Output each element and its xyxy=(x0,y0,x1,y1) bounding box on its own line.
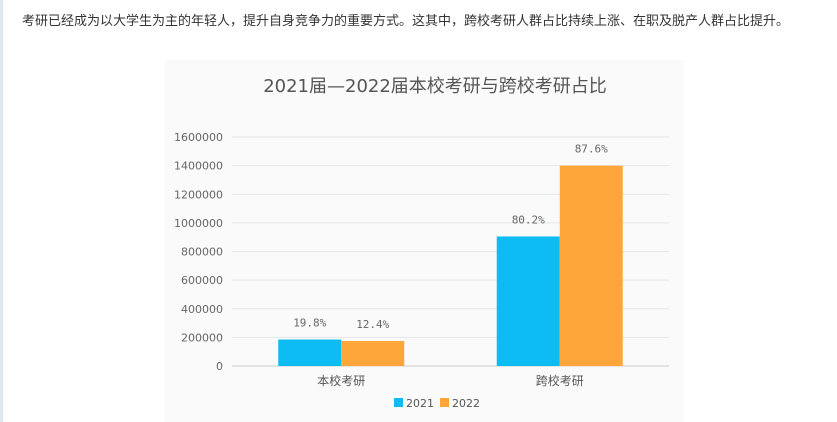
legend-label-2022: 2022 xyxy=(452,397,480,410)
legend-swatch-2022 xyxy=(440,398,449,407)
chart-title: 2021届—2022届本校考研与跨校考研占比 xyxy=(263,76,607,97)
y-tick-label: 1200000 xyxy=(174,188,223,201)
bar-2022-0 xyxy=(341,340,405,366)
chart-panel: 2021届—2022届本校考研与跨校考研占比 0 200000 400000 6000… xyxy=(165,60,684,422)
grid-layer xyxy=(232,136,669,367)
x-axis: 本校考研 跨校考研 xyxy=(317,373,584,388)
bar-2021-1 xyxy=(496,236,560,366)
left-border-rule xyxy=(0,0,3,422)
y-axis: 0 200000 400000 600000 800000 1000000 1200000 1… xyxy=(174,131,223,373)
bar-chart: 2021届—2022届本校考研与跨校考研占比 0 200000 400000 6000… xyxy=(174,76,669,410)
y-tick-label: 200000 xyxy=(181,331,223,344)
data-label: 19.8% xyxy=(293,317,326,330)
article-paragraph: 考研已经成为以大学生为主的年轻人，提升自身竞争力的重要方式。这其中，跨校考研人群… xyxy=(22,14,790,29)
y-tick-label: 400000 xyxy=(181,303,223,316)
bar-layer xyxy=(278,165,623,366)
data-label: 80.2% xyxy=(512,213,545,226)
legend: 2021 2022 xyxy=(394,397,480,410)
y-tick-label: 0 xyxy=(216,360,223,373)
y-tick-label: 1600000 xyxy=(174,131,223,144)
category-label: 本校考研 xyxy=(317,373,365,388)
y-tick-label: 1000000 xyxy=(174,217,223,230)
y-tick-label: 600000 xyxy=(181,274,223,287)
data-label-layer: 19.8% 12.4% 80.2% 87.6% xyxy=(293,143,608,331)
bar-2022-1 xyxy=(559,165,623,366)
legend-label-2021: 2021 xyxy=(406,397,434,410)
legend-swatch-2021 xyxy=(394,398,403,407)
y-tick-label: 800000 xyxy=(181,246,223,259)
category-label: 跨校考研 xyxy=(536,373,584,388)
bar-2021-0 xyxy=(278,339,342,366)
y-tick-label: 1400000 xyxy=(174,160,223,173)
data-label: 12.4% xyxy=(356,318,389,331)
data-label: 87.6% xyxy=(575,143,608,156)
